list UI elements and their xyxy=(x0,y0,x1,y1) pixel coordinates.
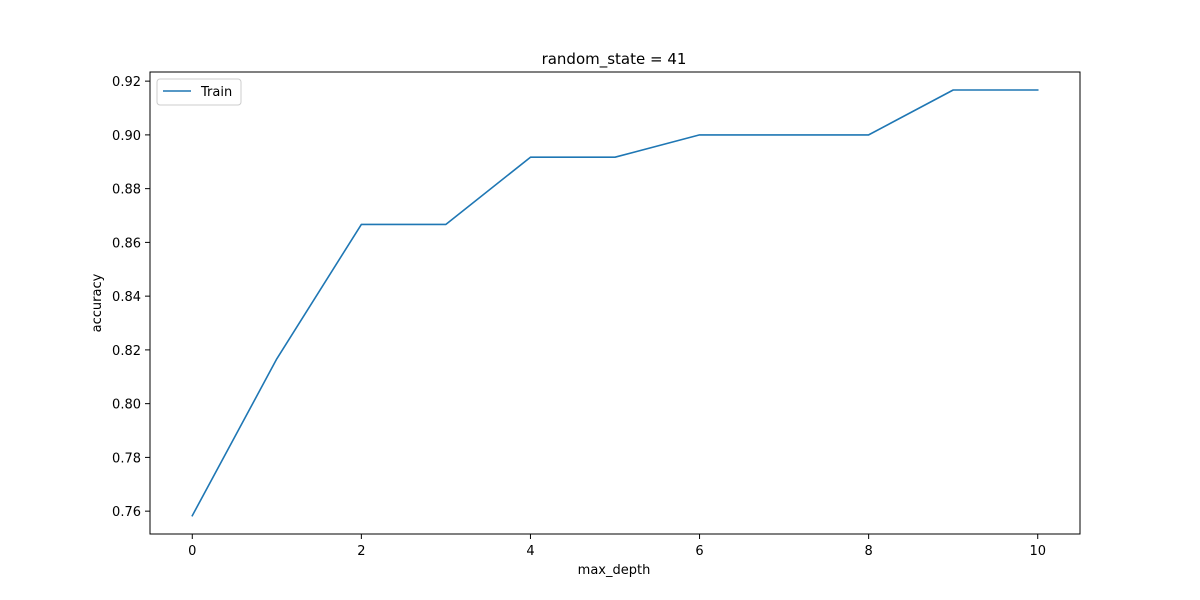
x-tick-label: 2 xyxy=(357,544,365,559)
x-tick-label: 8 xyxy=(864,544,872,559)
x-tick-label: 10 xyxy=(1029,544,1046,559)
chart-title: random_state = 41 xyxy=(542,50,687,69)
y-tick-label: 0.92 xyxy=(112,75,141,90)
y-tick-label: 0.78 xyxy=(112,451,141,466)
plot-area: 0 2 4 6 8 10 0.76 0.78 0.80 0.82 0.84 0.86 0.88 0.90… xyxy=(112,71,1081,559)
legend: Train xyxy=(156,78,242,106)
y-axis-label: accuracy xyxy=(90,273,105,332)
y-tick-label: 0.90 xyxy=(112,129,141,144)
y-axis: 0.76 0.78 0.80 0.82 0.84 0.86 0.88 0.90 0.92 xyxy=(112,75,150,520)
x-tick-label: 4 xyxy=(526,544,534,559)
y-tick-label: 0.84 xyxy=(112,290,141,305)
y-tick-label: 0.76 xyxy=(112,505,141,520)
legend-box xyxy=(156,78,242,106)
y-tick-label: 0.82 xyxy=(112,344,141,359)
x-tick-label: 6 xyxy=(695,544,703,559)
x-tick-label: 0 xyxy=(188,544,196,559)
x-axis-label: max_depth xyxy=(578,563,651,578)
series-layer xyxy=(191,89,1039,517)
y-tick-label: 0.80 xyxy=(112,398,141,413)
x-axis: 0 2 4 6 8 10 xyxy=(188,534,1046,559)
y-tick-label: 0.86 xyxy=(112,236,141,251)
series-line-train xyxy=(191,89,1039,517)
legend-label-train: Train xyxy=(200,85,232,100)
axes-frame xyxy=(149,71,1081,535)
y-tick-label: 0.88 xyxy=(112,183,141,198)
